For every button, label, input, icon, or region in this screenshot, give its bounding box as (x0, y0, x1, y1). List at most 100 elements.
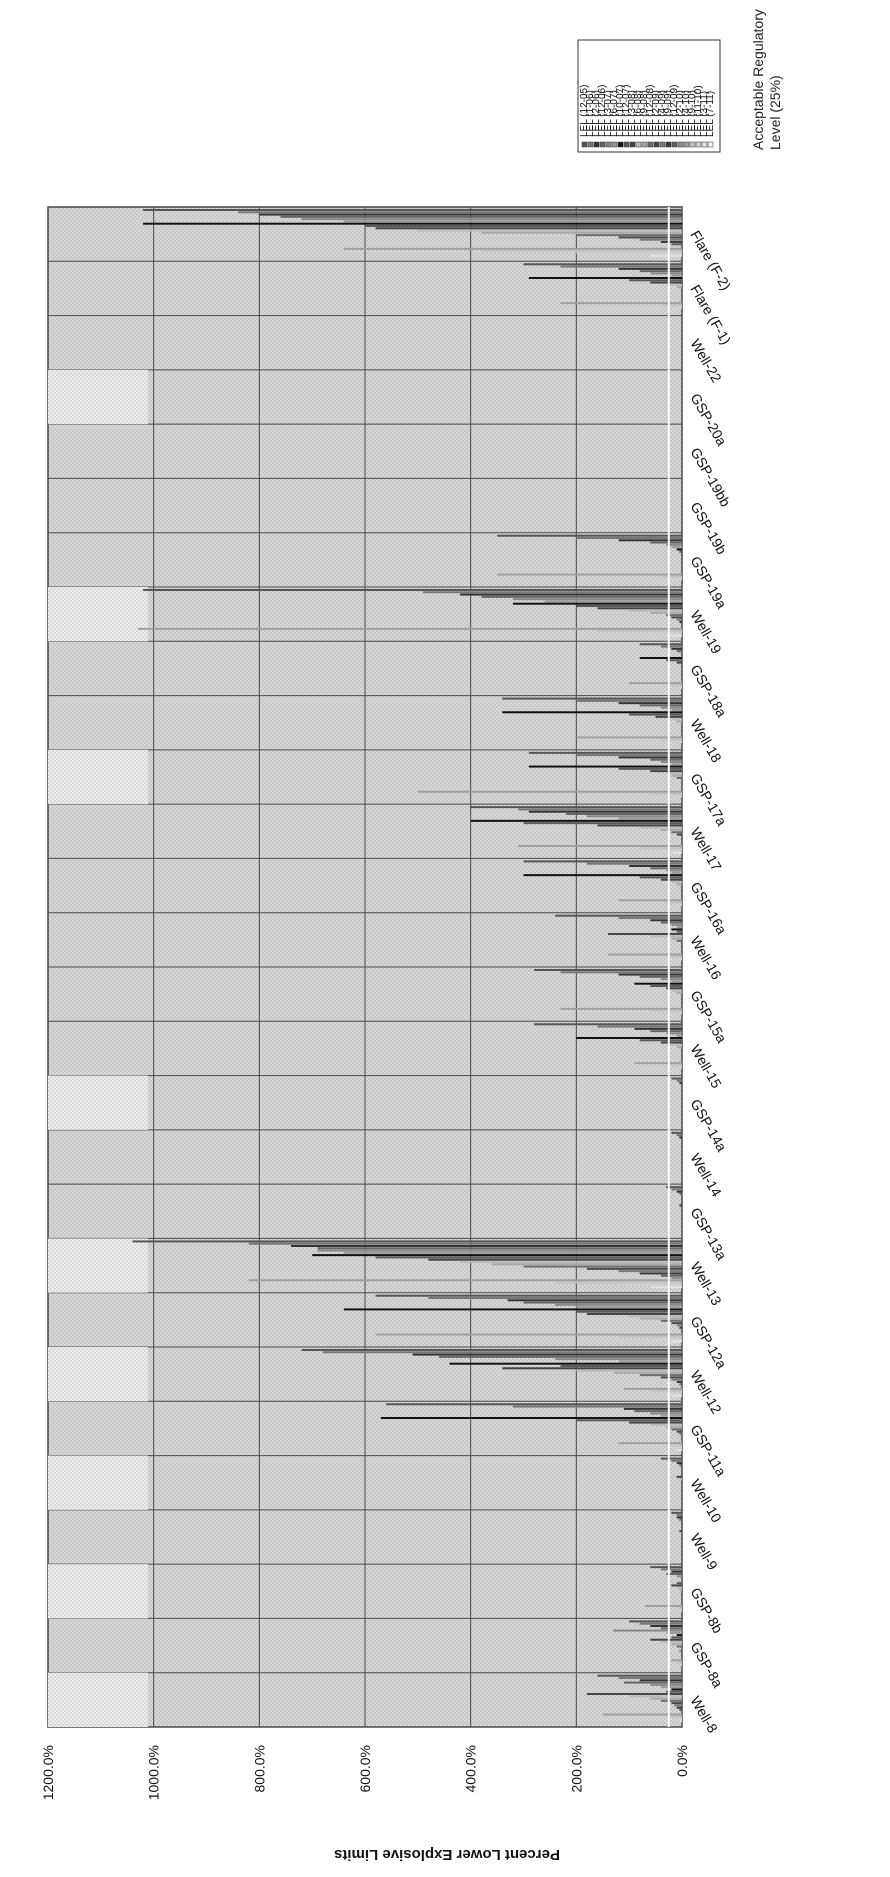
bar (555, 1303, 682, 1306)
bar (586, 1313, 682, 1315)
bar (481, 250, 682, 253)
background-band (48, 1347, 148, 1402)
bar (660, 849, 682, 852)
background-band (48, 1238, 148, 1293)
legend-label: LEL (9-08) (639, 90, 650, 137)
bar (666, 1690, 682, 1693)
legend-swatch (623, 141, 630, 148)
bar (449, 1362, 682, 1365)
legend-swatch (659, 141, 666, 148)
bar (671, 1043, 682, 1046)
bar (650, 985, 682, 987)
bar (137, 627, 683, 630)
bar (679, 1082, 682, 1085)
bar (676, 1381, 682, 1383)
legend-swatch (617, 141, 624, 148)
bar (639, 238, 682, 241)
bar (502, 711, 682, 714)
legend-frame (577, 39, 721, 153)
bar (674, 1704, 682, 1707)
bar (676, 833, 682, 836)
x-category-label: Well-12 (687, 1368, 725, 1417)
bar (650, 281, 682, 284)
bar (650, 1625, 682, 1627)
bar (676, 1034, 682, 1037)
bar (576, 234, 682, 237)
bar (629, 609, 682, 612)
bar (660, 1686, 682, 1689)
bar (650, 1030, 682, 1033)
legend-swatch (593, 141, 600, 148)
legend-swatch (689, 141, 696, 148)
bar (481, 231, 682, 234)
bar (597, 824, 682, 827)
bar (660, 1319, 682, 1322)
bar (671, 980, 682, 983)
legend-swatch (587, 141, 594, 148)
bar (375, 1333, 682, 1336)
bar (676, 1430, 682, 1433)
bar (676, 1449, 682, 1451)
bar (650, 1697, 682, 1700)
legend-swatch (635, 141, 642, 148)
bar (523, 860, 682, 863)
bar (412, 1353, 682, 1356)
bar (608, 933, 682, 935)
legend-swatch (629, 141, 636, 148)
bar (497, 573, 682, 576)
legend-label: LEL (12-05) (579, 85, 590, 137)
bar (639, 704, 682, 707)
bar (679, 1720, 682, 1723)
bar (428, 1297, 682, 1299)
legend-item: LEL (6-07) (609, 90, 620, 148)
bar (576, 537, 682, 539)
bar (679, 1530, 682, 1533)
bar (671, 955, 682, 958)
legend-item: LEL (12-05) (579, 85, 590, 148)
background-band (48, 1455, 148, 1510)
bar (375, 1294, 682, 1297)
bar (618, 1442, 682, 1445)
bar (671, 274, 682, 277)
bar (650, 919, 682, 922)
legend-label: LEL (2-09) (651, 90, 662, 137)
bar (676, 1514, 682, 1517)
legend-label: LEL (12-06) (597, 85, 608, 137)
bar (671, 1277, 682, 1279)
bar (576, 754, 682, 757)
legend-label: LEL (3-08) (627, 90, 638, 137)
y-axis-title: Percent Lower Explosive Limits (334, 1846, 560, 1863)
bar (676, 1645, 682, 1648)
bar (676, 926, 682, 929)
legend-swatch (611, 141, 618, 148)
bar (528, 810, 682, 813)
x-category-label: GSP-19a (687, 553, 730, 611)
x-category-label: GSP-8b (687, 1585, 726, 1636)
legend-swatch (671, 141, 678, 148)
bar (671, 616, 682, 619)
legend: LEL (12-05)LEL (1-06)LEL (2-06)LEL (12-0… (577, 39, 721, 153)
x-category-label: GSP-20a (687, 391, 730, 449)
bar (650, 1423, 682, 1426)
legend-label: LEL (11-10) (693, 85, 704, 137)
bar (576, 1310, 682, 1313)
bar (576, 1369, 682, 1372)
bar (608, 953, 682, 956)
bar (470, 806, 682, 809)
bar (650, 272, 682, 275)
legend-label: LEL (4-10) (681, 90, 692, 137)
bar (650, 1338, 682, 1341)
bar (671, 1702, 682, 1705)
legend-item: LEL (12-07) (621, 85, 632, 148)
bar (576, 736, 682, 739)
bar (523, 263, 682, 266)
bar (660, 241, 682, 243)
bar (679, 1204, 682, 1207)
legend-item: LEL (10-07) (615, 85, 626, 148)
bar (634, 1062, 682, 1065)
bar (660, 304, 682, 307)
bar (518, 845, 682, 847)
bar (679, 1650, 682, 1653)
y-tick-label: 800.0% (251, 1745, 267, 1792)
